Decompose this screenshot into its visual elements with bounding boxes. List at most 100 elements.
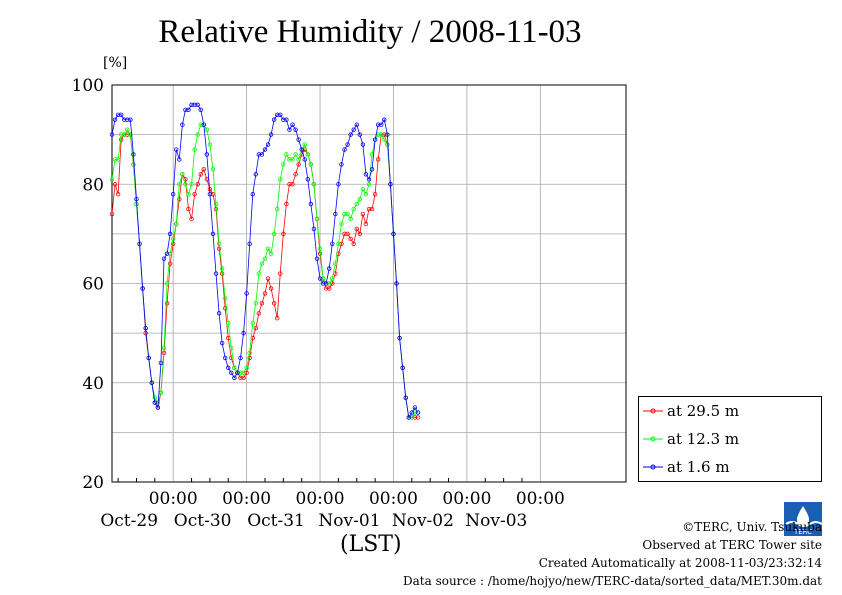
data-point	[180, 172, 185, 177]
data-point	[118, 132, 124, 137]
chart-title: Relative Humidity / 2008-11-03	[158, 14, 582, 50]
data-point	[112, 157, 118, 162]
data-point	[268, 251, 274, 256]
data-point	[158, 360, 164, 366]
data-point	[128, 117, 133, 122]
data-point	[385, 142, 390, 147]
data-point	[125, 117, 130, 122]
data-point	[164, 301, 170, 306]
data-point	[241, 375, 246, 380]
copyright-text: ©TERC, Univ. Tsukuba	[682, 520, 822, 534]
legend-label: at 12.3 m	[667, 430, 740, 448]
data-point	[195, 132, 200, 137]
data-point	[167, 261, 173, 266]
x-axis: 00:00Oct-2900:00Oct-3000:00Oct-3100:00No…	[100, 478, 565, 531]
data-point	[250, 191, 255, 197]
data-point	[189, 102, 194, 108]
data-point	[143, 325, 148, 331]
data-point	[409, 410, 415, 415]
data-point	[262, 291, 268, 296]
data-point	[122, 132, 127, 137]
data-point	[330, 276, 335, 281]
data-point	[109, 132, 115, 137]
data-point	[412, 410, 418, 415]
source-text: Data source : /home/hojyo/new/TERC-data/…	[403, 574, 822, 588]
data-point	[259, 152, 265, 157]
data-point	[177, 182, 182, 187]
data-point	[256, 311, 262, 316]
data-point	[180, 122, 185, 127]
data-point	[323, 286, 329, 291]
data-point	[189, 216, 194, 222]
data-point	[348, 132, 353, 137]
data-point	[339, 162, 344, 167]
plot-frame	[111, 84, 627, 483]
y-tick-label: 60	[82, 275, 104, 295]
data-point	[290, 122, 295, 127]
data-point	[170, 191, 176, 197]
data-point	[241, 370, 246, 376]
data-point	[259, 261, 265, 266]
data-point	[268, 132, 274, 137]
data-point	[131, 162, 136, 167]
x-tick-time-label: 00:00	[516, 489, 565, 509]
data-point	[333, 211, 338, 217]
x-tick-time-label: 00:00	[369, 489, 418, 509]
x-axis-unit: (LST)	[340, 532, 402, 557]
data-point	[223, 296, 228, 301]
x-tick-date-label: Oct-30	[174, 511, 232, 531]
legend-entry-12-3m: at 12.3 m	[643, 429, 819, 449]
data-point	[354, 122, 359, 127]
data-point	[244, 291, 249, 296]
data-point	[216, 311, 222, 316]
data-point	[198, 107, 203, 113]
data-point	[360, 142, 366, 147]
data-point	[244, 365, 249, 371]
data-point	[253, 301, 258, 306]
data-point	[314, 256, 320, 261]
data-point	[327, 281, 332, 286]
data-point	[284, 117, 289, 122]
data-point	[109, 211, 115, 217]
data-point	[112, 117, 118, 122]
data-point	[210, 231, 216, 237]
data-point	[174, 147, 179, 152]
data-point	[351, 127, 356, 132]
data-point	[357, 196, 363, 202]
data-point	[336, 182, 341, 187]
data-point	[247, 350, 252, 356]
legend-label: at 1.6 m	[667, 458, 730, 476]
data-point	[351, 241, 356, 246]
data-point	[115, 191, 121, 197]
data-point	[125, 132, 130, 137]
data-point	[357, 132, 363, 137]
data-point	[284, 152, 289, 157]
series-line	[111, 104, 419, 419]
series-layer	[109, 102, 421, 420]
data-point	[149, 380, 154, 385]
data-point	[327, 266, 332, 271]
y-axis: 20 40 60 80 100	[72, 76, 104, 493]
data-point	[229, 345, 234, 351]
data-point	[305, 177, 311, 182]
data-point	[342, 231, 347, 237]
data-point	[311, 182, 317, 187]
data-point	[198, 172, 203, 177]
data-point	[226, 365, 231, 371]
data-point	[372, 191, 378, 197]
data-point	[167, 251, 173, 256]
created-text: Created Automatically at 2008-11-03/23:3…	[538, 556, 822, 570]
data-point	[311, 226, 317, 232]
data-point	[403, 395, 408, 400]
data-point	[415, 415, 421, 420]
data-point	[412, 405, 418, 410]
data-point	[409, 415, 415, 420]
data-point	[372, 137, 378, 142]
data-point	[317, 246, 323, 251]
data-point	[330, 281, 335, 286]
data-point	[379, 122, 384, 127]
data-point	[174, 221, 179, 227]
data-point	[195, 102, 200, 108]
data-point	[278, 271, 283, 276]
data-point	[125, 127, 130, 132]
